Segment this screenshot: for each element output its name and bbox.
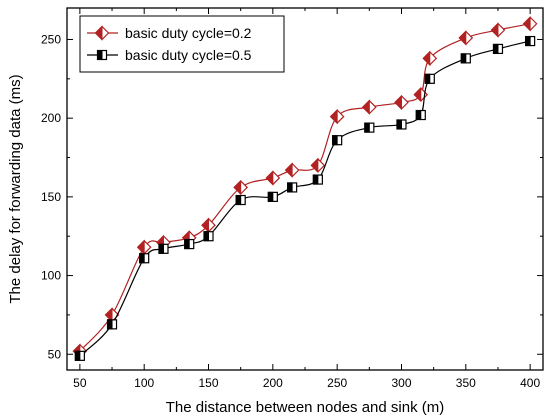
data-point-s1-7 [233,179,249,196]
data-point-s2-17 [492,43,504,55]
data-point-s2-3 [139,253,150,264]
data-point-s2-1-fill [74,350,81,361]
y-tick-label-250: 250 [41,32,61,46]
data-point-s1-13 [394,94,409,111]
x-tick-label-350: 350 [456,376,476,390]
data-point-s1-9-fill [284,162,293,178]
x-axis-title: The distance between nodes and sink (m) [166,399,445,416]
series-layer [72,16,538,361]
data-point-s2-7-fill [235,195,242,206]
data-point-s2-8 [267,191,278,202]
data-point-s1-10-fill [310,157,319,174]
axes-layer: 50 100 150 200 250 300 350 400 50 100 150 200 250 [41,7,544,390]
legend-marker-2-fill [97,50,103,60]
data-point-s2-5-fill [184,239,190,250]
data-point-s2-15-fill [424,73,431,84]
data-point-s2-11 [332,135,343,146]
legend-label-1: basic duty cycle=0.2 [125,25,252,41]
data-point-s1-18 [522,16,538,32]
y-tick-label-100: 100 [41,269,61,283]
data-point-s2-5 [184,238,195,250]
x-tick-label-50: 50 [73,376,87,390]
x-tick-label-200: 200 [263,376,283,390]
data-point-s1-7-fill [233,179,242,196]
data-point-s1-8-fill [265,170,274,186]
x-tick-label-100: 100 [134,376,154,390]
data-point-s1-17-fill [490,22,499,38]
data-point-s2-10 [312,174,323,185]
data-point-s1-15 [422,50,438,67]
data-point-s1-16-fill [458,30,467,46]
data-point-s2-9 [287,182,298,193]
data-point-s2-18-fill [525,36,531,47]
y-axis-title: The delay for forwarding data (ms) [7,74,24,303]
data-point-s1-9 [284,162,300,178]
x-tick-label-250: 250 [327,376,347,390]
data-point-s2-14-fill [415,110,422,121]
data-point-s2-2-fill [107,319,113,330]
data-point-s2-17-fill [492,43,499,54]
data-point-s1-10 [310,157,326,174]
data-point-s1-11 [329,108,345,125]
data-point-s1-6-fill [201,217,210,233]
data-point-s1-18-fill [522,16,531,32]
y-tick-label-200: 200 [41,111,61,125]
data-point-s2-11-fill [332,135,338,146]
data-point-s1-8 [265,170,281,186]
data-point-s1-2-fill [104,307,113,323]
data-point-s1-12-fill [362,99,370,115]
data-point-s2-16-fill [460,53,467,64]
data-point-s1-2 [104,307,120,323]
data-point-s1-17 [490,22,506,38]
data-point-s1-16 [458,30,474,46]
data-point-s1-12 [361,99,377,115]
legend-marker-2 [96,49,108,61]
data-point-s2-10-fill [312,174,319,185]
series-line-1 [79,23,531,352]
data-point-s1-15-fill [422,50,431,67]
y-tick-label-50: 50 [48,347,62,361]
data-point-s2-12 [364,122,375,133]
data-point-s2-9-fill [287,182,293,193]
data-point-s2-7 [235,194,246,206]
data-point-s2-13-fill [396,119,402,130]
data-point-s2-15 [424,73,435,84]
data-point-s2-16 [460,53,471,64]
data-point-s2-3-fill [139,253,145,264]
data-point-s1-3-fill [136,239,145,255]
data-point-s2-1 [74,350,85,361]
data-point-s2-4 [158,243,169,254]
data-point-s2-6-fill [203,231,210,242]
x-tick-label-150: 150 [198,376,218,390]
data-point-s1-11-fill [329,108,338,125]
legend-label-2: basic duty cycle=0.5 [125,47,252,63]
data-point-s2-18 [525,35,536,47]
legend-box [79,15,285,73]
x-tick-label-300: 300 [391,376,411,390]
data-point-s1-14-fill [413,86,422,103]
legend-marker-1 [94,25,110,41]
data-point-s2-2 [106,319,118,330]
data-point-s1-13-fill [394,94,402,111]
legend: basic duty cycle=0.2 basic duty cycle=0.5 [79,15,285,73]
data-point-s2-4-fill [158,243,164,254]
legend-marker-1-fill [94,25,103,41]
data-point-s2-13 [396,119,407,130]
y-tick-label-150: 150 [41,190,61,204]
series-line-2 [79,40,531,357]
x-tick-label-400: 400 [520,376,540,390]
data-point-s2-6 [203,231,214,242]
data-point-s2-8-fill [267,191,274,202]
data-point-s2-12-fill [364,122,370,133]
data-point-s2-14 [415,109,426,121]
